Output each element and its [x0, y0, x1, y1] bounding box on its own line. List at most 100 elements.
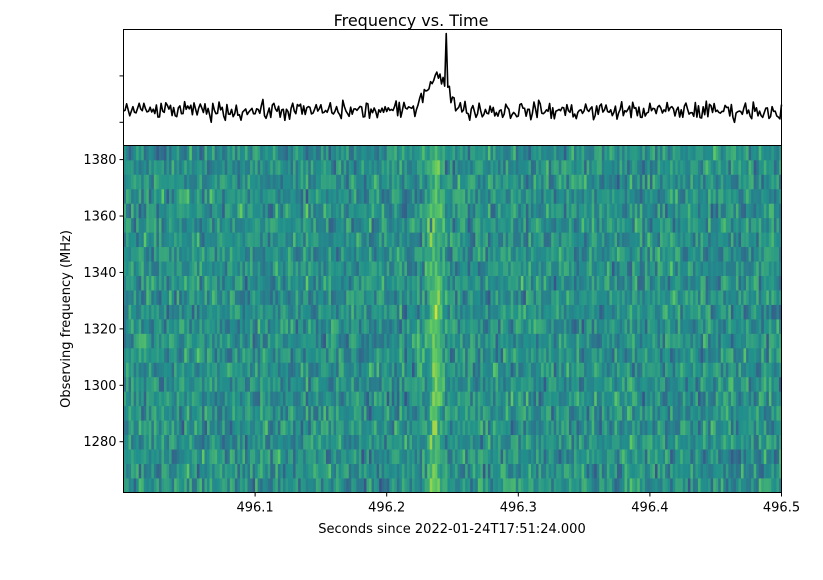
heatmap-cell — [336, 478, 339, 493]
heatmap-cell — [351, 232, 355, 248]
heatmap-cell — [447, 319, 451, 334]
heatmap-cell — [325, 333, 329, 349]
heatmap-cell — [163, 319, 167, 334]
heatmap-cell — [563, 290, 567, 305]
heatmap-cell — [265, 275, 269, 291]
heatmap-cell — [609, 434, 613, 450]
heatmap-cell — [670, 232, 674, 248]
heatmap-cell — [756, 478, 760, 493]
heatmap-cell — [331, 362, 334, 378]
heatmap-cell — [406, 232, 410, 248]
heatmap-cell — [536, 391, 539, 407]
heatmap-cell — [371, 376, 375, 392]
heatmap-cell — [766, 304, 770, 320]
heatmap-cell — [229, 347, 233, 363]
heatmap-cell — [227, 362, 231, 378]
heatmap-cell — [374, 275, 377, 291]
heatmap-cell — [143, 362, 147, 378]
heatmap-cell — [599, 463, 603, 479]
heatmap-cell — [437, 449, 441, 464]
heatmap-cell — [141, 246, 145, 262]
heatmap-cell — [708, 434, 711, 450]
heatmap-cell — [275, 478, 279, 493]
heatmap-cell — [404, 362, 408, 378]
heatmap-cell — [665, 434, 668, 450]
heatmap-cell — [285, 261, 289, 276]
heatmap-cell — [624, 319, 628, 334]
heatmap-cell — [128, 449, 132, 464]
heatmap-cell — [303, 319, 307, 334]
heatmap-cell — [614, 362, 618, 378]
heatmap-cell — [153, 304, 157, 320]
heatmap-cell — [730, 290, 734, 305]
heatmap-cell — [308, 376, 312, 392]
heatmap-cell — [644, 333, 648, 349]
heatmap-cell — [687, 420, 691, 436]
heatmap-cell — [204, 405, 208, 421]
heatmap-cell — [581, 319, 585, 334]
heatmap-cell — [697, 333, 701, 349]
heatmap-cell — [227, 246, 231, 262]
heatmap-cell — [242, 434, 246, 450]
heatmap-cell — [244, 290, 248, 305]
heatmap-cell — [156, 347, 160, 363]
heatmap-cell — [687, 362, 691, 378]
heatmap-cell — [485, 420, 489, 436]
heatmap-cell — [191, 333, 195, 349]
heatmap-cell — [748, 246, 752, 262]
heatmap-cell — [422, 290, 426, 305]
heatmap-cell — [751, 478, 755, 493]
heatmap-cell — [422, 463, 426, 479]
heatmap-cell — [131, 319, 134, 334]
heatmap-cell — [305, 362, 309, 378]
heatmap-cell — [138, 203, 142, 219]
heatmap-cell — [741, 362, 744, 378]
heatmap-cell — [414, 319, 418, 334]
heatmap-cell — [379, 275, 382, 291]
heatmap-cell — [247, 261, 251, 276]
heatmap-cell — [738, 261, 742, 276]
heatmap-cell — [270, 449, 274, 464]
heatmap-cell — [376, 391, 380, 407]
heatmap-cell — [515, 405, 519, 421]
heatmap-cell — [209, 290, 213, 305]
heatmap-cell — [776, 319, 780, 334]
heatmap-cell — [718, 290, 722, 305]
heatmap-cell — [363, 275, 367, 291]
heatmap-cell — [275, 449, 279, 464]
heatmap-cell — [417, 290, 420, 305]
heatmap-cell — [368, 376, 372, 392]
heatmap-cell — [611, 304, 615, 320]
heatmap-cell — [601, 420, 605, 436]
heatmap-cell — [315, 232, 319, 248]
heatmap-cell — [670, 319, 674, 334]
heatmap-cell — [161, 217, 165, 233]
heatmap-cell — [492, 347, 496, 363]
heatmap-cell — [505, 232, 509, 248]
heatmap-cell — [280, 420, 284, 436]
heatmap-cell — [708, 232, 711, 248]
heatmap-cell — [604, 463, 608, 479]
heatmap-cell — [573, 478, 577, 493]
heatmap-cell — [705, 290, 709, 305]
heatmap-cell — [566, 449, 570, 464]
heatmap-cell — [194, 246, 198, 262]
heatmap-cell — [171, 304, 175, 320]
heatmap-cell — [611, 405, 615, 421]
heatmap-cell — [399, 333, 403, 349]
heatmap-cell — [776, 405, 780, 421]
heatmap-cell — [561, 347, 565, 363]
heatmap-cell — [573, 347, 577, 363]
heatmap-cell — [222, 304, 226, 320]
heatmap-cell — [508, 463, 512, 479]
heatmap-cell — [751, 463, 755, 479]
heatmap-cell — [313, 405, 317, 421]
heatmap-cell — [657, 478, 661, 493]
heatmap-cell — [432, 217, 436, 233]
heatmap-cell — [690, 246, 694, 262]
heatmap-cell — [763, 304, 767, 320]
heatmap-cell — [123, 362, 127, 378]
heatmap-cell — [495, 217, 499, 233]
heatmap-cell — [244, 217, 248, 233]
heatmap-cell — [252, 319, 256, 334]
